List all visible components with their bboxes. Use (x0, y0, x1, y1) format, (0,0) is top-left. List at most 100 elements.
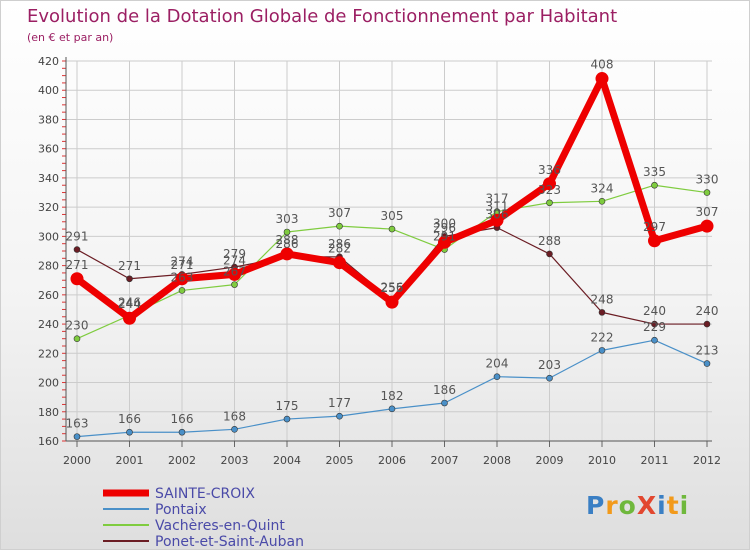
data-label-ponet-et-saint-auban: 274 (171, 254, 194, 268)
data-label-pontaix: 166 (171, 412, 194, 426)
point-pontaix (493, 373, 501, 380)
proxiti-logo: ProXiti (586, 491, 689, 520)
data-label-pontaix: 229 (643, 320, 666, 334)
data-label-ponet-et-saint-auban: 271 (118, 259, 141, 273)
data-label-sainte-croix: 282 (328, 242, 351, 256)
logo-letter: P (586, 491, 606, 520)
x-tick-label: 2002 (168, 454, 196, 467)
data-label-ponet-et-saint-auban: 291 (66, 230, 89, 244)
y-tick-label: 320 (38, 201, 59, 214)
point-sainte-croix (595, 72, 609, 86)
data-label-sainte-croix: 288 (276, 233, 299, 247)
point-vach-res-en-quint (546, 199, 553, 207)
logo-letter: i (679, 491, 690, 520)
data-label-pontaix: 182 (381, 389, 404, 403)
data-label-ponet-et-saint-auban: 306 (486, 208, 509, 222)
data-label-sainte-croix: 271 (66, 258, 89, 272)
logo-letter: o (618, 491, 637, 520)
point-pontaix (703, 360, 711, 367)
y-tick-label: 200 (38, 377, 59, 390)
point-sainte-croix (70, 272, 84, 286)
point-vach-res-en-quint (283, 228, 291, 236)
data-label-ponet-et-saint-auban: 256 (381, 281, 404, 295)
data-label-pontaix: 213 (696, 344, 719, 358)
data-label-sainte-croix: 274 (223, 253, 246, 267)
data-label-vach-res-en-quint: 230 (66, 319, 89, 333)
point-sainte-croix (228, 267, 241, 281)
data-label-sainte-croix: 307 (696, 205, 719, 219)
point-ponet-et-saint-auban (546, 250, 553, 258)
x-tick-label: 2003 (221, 454, 249, 467)
y-tick-label: 380 (38, 113, 59, 126)
data-label-vach-res-en-quint: 267 (223, 265, 246, 279)
x-tick-label: 2001 (116, 454, 144, 467)
logo-letter: X (636, 491, 658, 520)
x-tick-label: 2004 (273, 454, 301, 467)
data-label-vach-res-en-quint: 303 (276, 212, 299, 226)
point-sainte-croix (385, 295, 399, 309)
data-label-sainte-croix: 408 (591, 58, 614, 72)
chart-title: Evolution de la Dotation Globale de Fonc… (27, 6, 617, 27)
point-vach-res-en-quint (651, 181, 658, 189)
point-sainte-croix (175, 272, 189, 286)
point-pontaix (283, 415, 291, 423)
point-pontaix (651, 336, 658, 344)
point-pontaix (598, 347, 606, 354)
point-sainte-croix (123, 311, 136, 325)
y-tick-label: 220 (38, 347, 59, 360)
data-label-ponet-et-saint-auban: 286 (276, 237, 299, 251)
data-label-vach-res-en-quint: 305 (381, 209, 404, 223)
data-label-sainte-croix: 311 (486, 199, 509, 213)
point-sainte-croix (333, 256, 346, 270)
point-vach-res-en-quint (73, 335, 81, 342)
point-ponet-et-saint-auban (651, 320, 658, 328)
data-label-vach-res-en-quint: 317 (486, 192, 509, 206)
data-label-ponet-et-saint-auban: 300 (433, 216, 456, 230)
axes: 160 180 200 220 240 260 280 300 320 340 360 380 400 4… (38, 55, 721, 467)
point-vach-res-en-quint (231, 281, 238, 288)
point-pontaix (73, 433, 81, 440)
point-pontaix (546, 374, 553, 382)
legend-label-sainte-croix: SAINTE-CROIX (155, 486, 255, 502)
y-tick-label: 240 (38, 318, 59, 331)
data-label-sainte-croix: 271 (171, 258, 194, 272)
data-label-ponet-et-saint-auban: 286 (328, 237, 351, 251)
y-tick-label: 340 (38, 172, 59, 185)
point-pontaix (441, 399, 448, 407)
point-sainte-croix (543, 177, 556, 191)
data-label-pontaix: 203 (538, 358, 561, 372)
point-vach-res-en-quint (598, 198, 606, 205)
legend-label-vach-res-en-quint: Vachères-en-Quint (155, 518, 285, 534)
data-label-ponet-et-saint-auban: 240 (696, 304, 719, 318)
y-tick-label: 160 (38, 435, 59, 448)
y-tick-label: 260 (38, 289, 59, 302)
data-label-pontaix: 204 (486, 357, 509, 371)
data-label-sainte-croix: 244 (118, 297, 141, 311)
y-tick-label: 360 (38, 143, 59, 156)
data-label-ponet-et-saint-auban: 240 (643, 304, 666, 318)
point-pontaix (178, 428, 186, 436)
data-label-vach-res-en-quint: 323 (538, 183, 561, 197)
x-tick-label: 2011 (641, 454, 669, 467)
data-label-pontaix: 222 (591, 330, 614, 344)
y-tick-label: 400 (38, 84, 59, 97)
data-label-sainte-croix: 297 (643, 220, 666, 234)
point-sainte-croix (280, 247, 294, 261)
legend-label-pontaix: Pontaix (155, 502, 207, 518)
point-pontaix (336, 412, 343, 420)
data-label-pontaix: 166 (118, 412, 141, 426)
data-label-vach-res-en-quint: 335 (643, 165, 666, 179)
data-label-ponet-et-saint-auban: 248 (591, 292, 614, 306)
point-vach-res-en-quint (388, 225, 396, 233)
data-label-ponet-et-saint-auban: 288 (538, 234, 561, 248)
x-tick-label: 2010 (588, 454, 616, 467)
data-label-vach-res-en-quint: 307 (328, 206, 351, 220)
y-tick-label: 420 (38, 55, 59, 68)
data-labels: 163 166 166 168 175 177 182 186 204 203 222 229 213 2… (66, 58, 719, 431)
series-layer (70, 72, 714, 440)
point-ponet-et-saint-auban (598, 309, 606, 316)
point-ponet-et-saint-auban (703, 320, 711, 328)
data-label-pontaix: 186 (433, 383, 456, 397)
